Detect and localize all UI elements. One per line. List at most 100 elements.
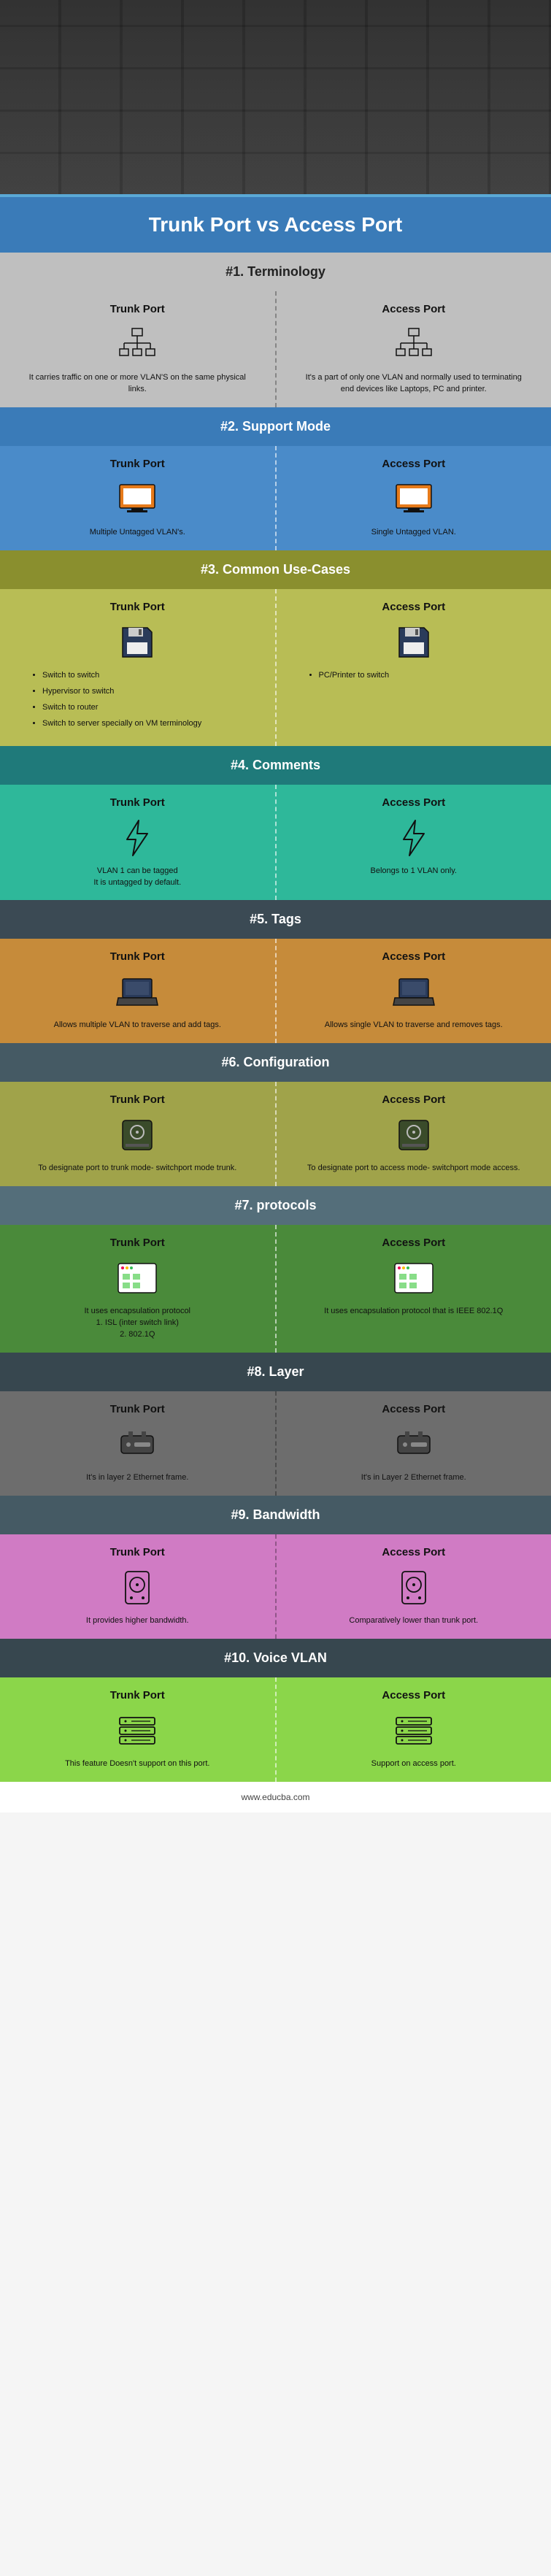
section-6-body: Trunk Port To designate port to trunk mod… [0, 1082, 551, 1186]
section-9-left-col: Trunk Port It provides higher bandwidth. [0, 1534, 275, 1639]
right-title: Access Port [285, 796, 543, 809]
right-title: Access Port [285, 458, 543, 470]
section-9-body: Trunk Port It provides higher bandwidth. A… [0, 1534, 551, 1639]
section-5-body: Trunk Port Allows multiple VLAN to traver… [0, 939, 551, 1043]
section-2-header: #2. Support Mode [0, 407, 551, 446]
section-4-left-desc: VLAN 1 can be tagged It is untagged by d… [9, 866, 266, 889]
section-2-left-desc: Multiple Untagged VLAN's. [9, 527, 266, 539]
section-8-header: #8. Layer [0, 1353, 551, 1391]
hdd-icon [9, 1424, 266, 1465]
right-title: Access Port [285, 1093, 543, 1106]
section-9-right-col: Access Port Comparatively lower than trun… [275, 1534, 551, 1639]
section-4-body: Trunk Port VLAN 1 can be tagged It is unt… [0, 785, 551, 901]
section-3-left-col: Trunk Port Switch to switchHypervisor to … [0, 589, 275, 746]
section-1-left-col: Trunk Port It carries traffic on one or m… [0, 291, 275, 407]
section-10-left-col: Trunk Port This feature Doesn't support o… [0, 1677, 275, 1782]
section-10-body: Trunk Port This feature Doesn't support o… [0, 1677, 551, 1782]
right-title: Access Port [285, 303, 543, 315]
section-3-right-col: Access Port PC/Printer to switch [275, 589, 551, 746]
section-10-right-col: Access Port Support on access port. [275, 1677, 551, 1782]
section-9-right-desc: Comparatively lower than trunk port. [285, 1615, 543, 1627]
left-title: Trunk Port [9, 1237, 266, 1249]
left-title: Trunk Port [9, 458, 266, 470]
floppy-icon [9, 622, 266, 663]
laptop-icon [285, 972, 543, 1012]
section-5-right-col: Access PortAllows single VLAN to travers… [275, 939, 551, 1043]
section-9-header: #9. Bandwidth [0, 1496, 551, 1534]
section-2-left-col: Trunk Port Multiple Untagged VLAN's. [0, 446, 275, 550]
section-4-right-desc: Belongs to 1 VLAN only. [285, 866, 543, 877]
section-6-left-col: Trunk Port To designate port to trunk mod… [0, 1082, 275, 1186]
section-10-left-desc: This feature Doesn't support on this por… [9, 1758, 266, 1770]
rack-icon [9, 1710, 266, 1751]
right-title: Access Port [285, 1403, 543, 1415]
disc-icon [285, 1115, 543, 1156]
section-7-right-desc: It uses encapsulation protocol that is I… [285, 1306, 543, 1318]
left-title: Trunk Port [9, 601, 266, 613]
hdd-icon [285, 1424, 543, 1465]
section-1-right-desc: It's a part of only one VLAN and normall… [285, 372, 543, 396]
section-8-right-col: Access Port It's in Layer 2 Ethernet fram… [275, 1391, 551, 1496]
section-4-left-col: Trunk Port VLAN 1 can be tagged It is unt… [0, 785, 275, 901]
section-1-right-col: Access Port It's a part of only one VLAN … [275, 291, 551, 407]
left-title: Trunk Port [9, 796, 266, 809]
section-3-body: Trunk Port Switch to switchHypervisor to … [0, 589, 551, 746]
right-title: Access Port [285, 950, 543, 963]
section-5-left-col: Trunk Port Allows multiple VLAN to traver… [0, 939, 275, 1043]
section-2-right-desc: Single Untagged VLAN. [285, 527, 543, 539]
section-7-body: Trunk Port It uses encapsulation protocol… [0, 1225, 551, 1353]
section-4-header: #4. Comments [0, 746, 551, 785]
section-6-left-desc: To designate port to trunk mode- switchp… [9, 1163, 266, 1174]
section-1-body: Trunk Port It carries traffic on one or m… [0, 291, 551, 407]
section-3-left-desc: Switch to switchHypervisor to switchSwit… [9, 670, 266, 730]
rack-icon [285, 1710, 543, 1751]
left-title: Trunk Port [9, 303, 266, 315]
hero-image [0, 0, 551, 197]
section-10-header: #10. Voice VLAN [0, 1639, 551, 1677]
monitor-orange-icon [285, 479, 543, 520]
section-6-right-col: Access Port To designate port to access m… [275, 1082, 551, 1186]
bolt-icon [285, 818, 543, 858]
section-6-right-desc: To designate port to access mode- switch… [285, 1163, 543, 1174]
floppy-icon [285, 622, 543, 663]
section-3-right-desc: PC/Printer to switch [285, 670, 543, 682]
bolt-icon [9, 818, 266, 858]
section-8-right-desc: It's in Layer 2 Ethernet frame. [285, 1472, 543, 1484]
section-2-right-col: Access Port Single Untagged VLAN. [275, 446, 551, 550]
section-1-header: #1. Terminology [0, 253, 551, 291]
monitor-orange-icon [9, 479, 266, 520]
section-4-right-col: Access Port Belongs to 1 VLAN only. [275, 785, 551, 901]
section-10-right-desc: Support on access port. [285, 1758, 543, 1770]
section-9-left-desc: It provides higher bandwidth. [9, 1615, 266, 1627]
section-8-body: Trunk Port It's in layer 2 Ethernet frame… [0, 1391, 551, 1496]
section-8-left-desc: It's in layer 2 Ethernet frame. [9, 1472, 266, 1484]
network-tree-icon [9, 324, 266, 365]
left-title: Trunk Port [9, 1403, 266, 1415]
window-grid-icon [285, 1258, 543, 1299]
hdd-tall-icon [285, 1567, 543, 1608]
left-title: Trunk Port [9, 1689, 266, 1702]
section-3-header: #3. Common Use-Cases [0, 550, 551, 589]
left-title: Trunk Port [9, 1546, 266, 1558]
left-title: Trunk Port [9, 950, 266, 963]
section-7-header: #7. protocols [0, 1186, 551, 1225]
right-title: Access Port [285, 601, 543, 613]
laptop-icon [9, 972, 266, 1012]
left-title: Trunk Port [9, 1093, 266, 1106]
section-2-body: Trunk Port Multiple Untagged VLAN's. Acces… [0, 446, 551, 550]
right-title: Access Port [285, 1237, 543, 1249]
section-5-left-desc: Allows multiple VLAN to traverse and add… [9, 1020, 266, 1031]
section-1-left-desc: It carries traffic on one or more VLAN'S… [9, 372, 266, 396]
section-6-header: #6. Configuration [0, 1043, 551, 1082]
right-title: Access Port [285, 1689, 543, 1702]
window-grid-icon [9, 1258, 266, 1299]
disc-icon [9, 1115, 266, 1156]
right-title: Access Port [285, 1546, 543, 1558]
section-7-left-desc: It uses encapsulation protocol 1. ISL (i… [9, 1306, 266, 1341]
section-8-left-col: Trunk Port It's in layer 2 Ethernet frame… [0, 1391, 275, 1496]
section-7-right-col: Access Port It uses encapsulation protoco… [275, 1225, 551, 1353]
section-5-header: #5. Tags [0, 900, 551, 939]
section-7-left-col: Trunk Port It uses encapsulation protocol… [0, 1225, 275, 1353]
footer-url: www.educba.com [0, 1782, 551, 1812]
network-tree-icon [285, 324, 543, 365]
